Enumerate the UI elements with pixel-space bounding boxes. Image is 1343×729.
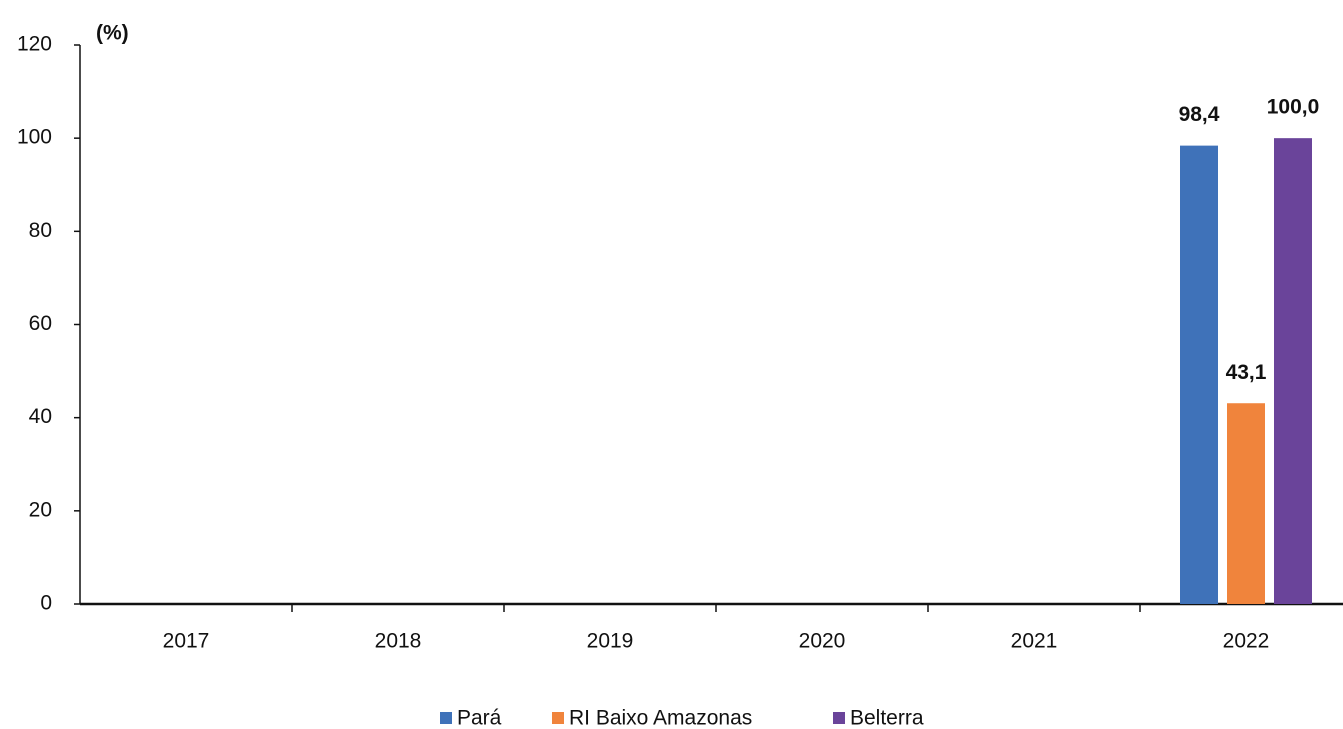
legend-label: Pará xyxy=(457,707,502,729)
x-tick-label: 2017 xyxy=(163,630,210,653)
y-tick-label: 100 xyxy=(17,126,52,149)
y-tick-label: 20 xyxy=(29,498,52,521)
data-label: 100,0 xyxy=(1267,96,1320,119)
x-tick-label: 2019 xyxy=(587,630,634,653)
bar xyxy=(1180,145,1218,604)
legend-label: Belterra xyxy=(850,707,924,729)
y-tick-label: 60 xyxy=(29,312,52,335)
y-axis-label: (%) xyxy=(96,22,129,45)
x-tick-label: 2018 xyxy=(375,630,422,653)
x-tick-label: 2021 xyxy=(1011,630,1058,653)
y-tick-label: 80 xyxy=(29,219,52,242)
legend-swatch xyxy=(833,712,845,724)
x-tick-label: 2020 xyxy=(799,630,846,653)
legend-label: RI Baixo Amazonas xyxy=(569,707,752,729)
y-tick-label: 40 xyxy=(29,405,52,428)
bar xyxy=(1274,138,1312,604)
x-tick-label: 2022 xyxy=(1223,630,1270,653)
data-label: 43,1 xyxy=(1226,361,1267,384)
legend-swatch xyxy=(440,712,452,724)
bar xyxy=(1227,403,1265,604)
y-tick-label: 0 xyxy=(40,592,52,615)
data-label: 98,4 xyxy=(1179,103,1220,126)
legend-swatch xyxy=(552,712,564,724)
y-tick-label: 120 xyxy=(17,33,52,56)
